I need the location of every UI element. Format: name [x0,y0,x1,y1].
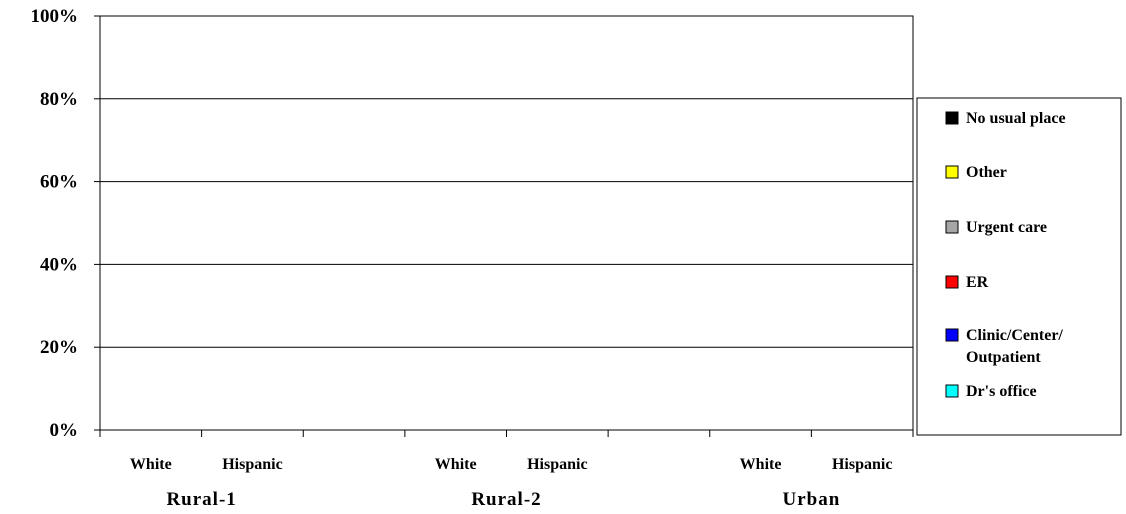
y-tick-label: 40% [40,254,78,275]
x-category-label: Hispanic [222,456,282,473]
legend-label: Dr's office [966,383,1037,400]
axes: 0% 20% 40% 60% 80% 100% White Hispanic White Hisp… [31,6,914,510]
legend-label: Clinic/Center/Outpatient [966,327,1063,366]
legend-swatch [945,111,959,125]
legend-swatch [945,384,959,398]
legend-label: No usual place [966,110,1066,127]
x-category-label: White [435,456,477,473]
x-category-label: White [740,456,782,473]
y-tick-label: 60% [40,172,78,193]
x-group-label: Urban [782,489,840,510]
x-group-label: Rural-2 [471,489,541,510]
y-tick-label: 20% [40,337,78,358]
x-category-label: Hispanic [832,456,892,473]
legend-label: ER [966,274,989,291]
y-tick-label: 80% [40,89,78,110]
legend-label: Other [966,164,1007,181]
x-category-label: Hispanic [527,456,587,473]
legend-label: Urgent care [966,219,1047,236]
y-tick-label: 0% [50,420,79,441]
legend-swatch [945,165,959,179]
x-category-label: White [130,456,172,473]
y-tick-label: 100% [31,6,79,27]
legend-swatch [945,220,959,234]
x-group-label: Rural-1 [166,489,236,510]
plot-frame [99,15,914,431]
legend: No usual place Other Urgent care ER Clinic/C… [916,97,1122,436]
legend-swatch [945,275,959,289]
legend-swatch [945,328,959,342]
legend-box [916,97,1122,436]
